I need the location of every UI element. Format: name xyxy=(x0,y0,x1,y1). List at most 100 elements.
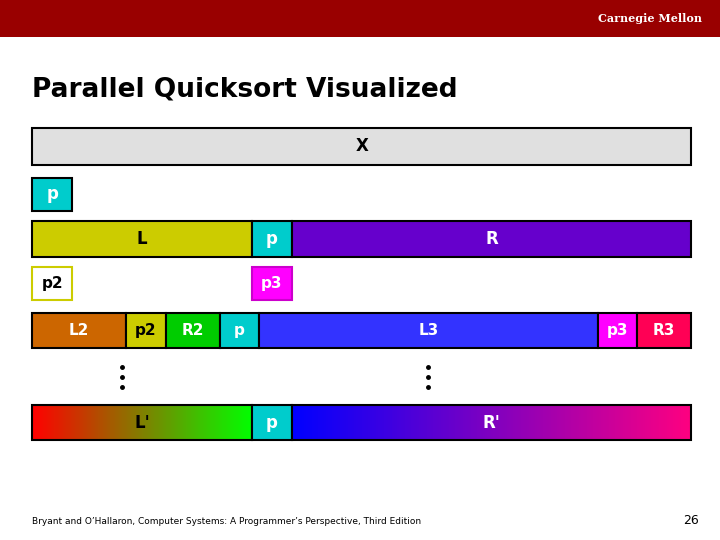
Bar xyxy=(527,405,530,440)
Bar xyxy=(89,405,90,440)
Bar xyxy=(32,313,126,348)
Bar xyxy=(37,405,39,440)
Bar xyxy=(340,405,342,440)
Bar xyxy=(601,405,604,440)
Bar xyxy=(114,405,115,440)
Bar xyxy=(297,405,300,440)
Bar xyxy=(552,405,554,440)
Bar xyxy=(189,405,190,440)
Text: p2: p2 xyxy=(135,323,157,338)
Bar xyxy=(175,405,177,440)
Bar xyxy=(168,405,171,440)
Bar xyxy=(195,405,197,440)
Bar xyxy=(639,405,642,440)
Text: Carnegie Mellon: Carnegie Mellon xyxy=(598,13,702,24)
Bar xyxy=(595,405,598,440)
Bar xyxy=(51,405,53,440)
Bar xyxy=(122,405,123,440)
Bar xyxy=(82,405,84,440)
Bar xyxy=(32,405,252,440)
Bar xyxy=(166,405,168,440)
Bar xyxy=(252,267,292,300)
Bar xyxy=(220,313,259,348)
Bar xyxy=(47,405,48,440)
Bar xyxy=(655,405,658,440)
Bar xyxy=(114,405,117,440)
Bar xyxy=(161,405,163,440)
Bar xyxy=(467,405,470,440)
Bar xyxy=(176,405,178,440)
Bar xyxy=(678,405,680,440)
Bar xyxy=(181,405,182,440)
Bar xyxy=(493,405,496,440)
Bar xyxy=(166,313,220,348)
Bar xyxy=(637,313,691,348)
Bar xyxy=(292,405,691,440)
Bar xyxy=(63,405,65,440)
Bar xyxy=(158,405,159,440)
Bar xyxy=(174,405,176,440)
Bar xyxy=(89,405,91,440)
Bar xyxy=(102,405,104,440)
Bar xyxy=(172,405,174,440)
Bar xyxy=(374,405,377,440)
Bar xyxy=(307,405,310,440)
Bar xyxy=(244,405,246,440)
Bar xyxy=(492,405,494,440)
Bar xyxy=(222,405,224,440)
Bar xyxy=(106,405,108,440)
Bar xyxy=(166,405,167,440)
Bar xyxy=(135,405,136,440)
Text: p: p xyxy=(46,185,58,204)
Bar xyxy=(133,405,135,440)
Bar xyxy=(259,313,598,348)
Bar xyxy=(446,405,448,440)
Bar xyxy=(343,405,346,440)
Bar xyxy=(534,405,536,440)
Bar xyxy=(482,405,484,440)
Bar xyxy=(318,405,320,440)
Bar xyxy=(457,405,460,440)
Bar xyxy=(565,405,568,440)
Bar xyxy=(227,405,228,440)
Bar xyxy=(45,405,48,440)
Bar xyxy=(143,405,145,440)
Bar xyxy=(465,405,468,440)
Bar xyxy=(36,405,37,440)
Bar xyxy=(634,405,636,440)
Bar xyxy=(591,405,594,440)
Bar xyxy=(508,405,510,440)
Bar xyxy=(531,405,534,440)
Bar xyxy=(199,405,201,440)
Bar xyxy=(624,405,626,440)
Bar xyxy=(109,405,111,440)
Bar xyxy=(523,405,526,440)
Bar xyxy=(483,405,486,440)
Bar xyxy=(621,405,624,440)
Bar xyxy=(544,405,546,440)
Bar xyxy=(451,405,454,440)
Bar xyxy=(459,405,462,440)
Bar xyxy=(351,405,354,440)
Bar xyxy=(251,405,253,440)
Bar xyxy=(521,405,524,440)
Bar xyxy=(248,405,249,440)
Text: R2: R2 xyxy=(181,323,204,338)
Bar xyxy=(645,405,648,440)
Bar xyxy=(302,405,305,440)
Bar xyxy=(606,405,608,440)
Bar xyxy=(235,405,236,440)
Bar xyxy=(124,405,125,440)
Bar xyxy=(367,405,370,440)
Bar xyxy=(617,405,620,440)
Bar xyxy=(625,405,628,440)
Bar xyxy=(49,405,50,440)
Bar xyxy=(490,405,492,440)
Bar xyxy=(619,405,622,440)
Bar xyxy=(314,405,316,440)
Bar xyxy=(116,405,117,440)
Bar xyxy=(449,405,452,440)
Text: p3: p3 xyxy=(607,323,628,338)
Bar xyxy=(216,405,217,440)
Bar xyxy=(474,405,476,440)
